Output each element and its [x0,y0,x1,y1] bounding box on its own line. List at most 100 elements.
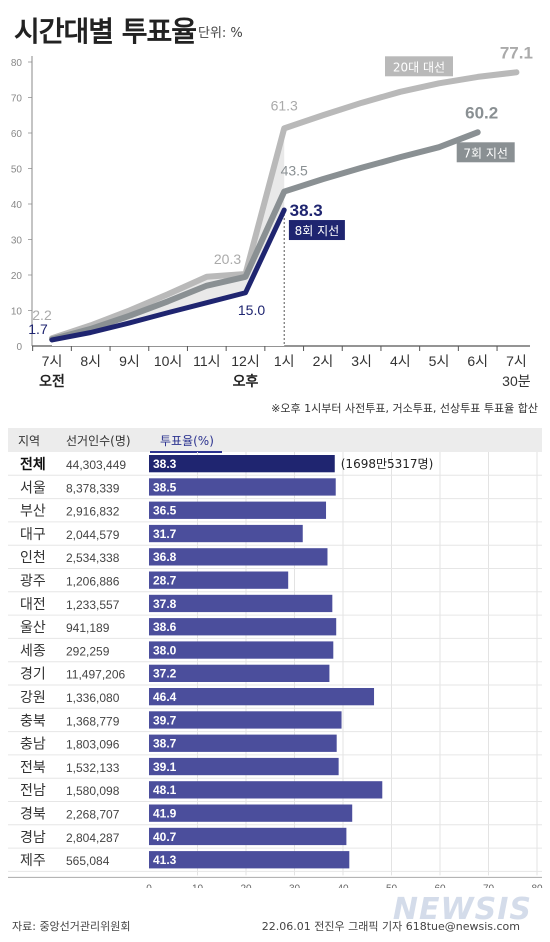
series-line-1 [49,129,481,343]
data-label: 2.2 [32,307,52,323]
voters-value: 1,532,133 [66,761,120,775]
data-label: 43.5 [281,163,308,179]
region-label: 제주 [20,853,46,869]
series-tag [456,142,515,163]
bar-value-label: 46.4 [153,690,177,704]
bar [149,688,375,706]
bar-value-label: 37.8 [153,597,177,611]
voters-value: 1,233,557 [66,598,120,612]
region-label: 울산 [20,620,46,636]
x-tick-label: 10시 [154,353,182,369]
bar [149,664,330,682]
region-label: 경남 [20,830,46,846]
bar-value-label: 38.7 [153,737,177,751]
col-header-region: 지역 [18,434,40,448]
x-tick-label: 1시 [274,353,295,369]
bar-value-label: 37.2 [153,667,177,681]
region-label: 강원 [20,690,46,706]
y-tick-label: 60 [11,129,23,140]
area-between [52,128,285,340]
region-label: 서울 [20,480,46,496]
bar [149,455,335,473]
bar-value-label: 38.3 [153,457,177,471]
y-tick-label: 40 [11,200,23,211]
bar [149,781,383,799]
x-tick-label: 50 [386,883,398,888]
col-header-turnout: 투표율(%) [160,434,214,448]
voters-value: 2,916,832 [66,505,120,519]
y-tick-label: 80 [11,58,23,69]
region-label: 부산 [20,504,46,520]
unit-label: 단위: % [198,26,243,41]
y-tick-label: 50 [11,165,23,176]
voters-value: 2,268,707 [66,808,120,822]
x-tick-label: 30 [289,883,301,888]
voters-value: 941,189 [66,621,110,635]
voters-value: 565,084 [66,854,110,868]
region-label: 인천 [20,550,46,566]
x-period-label: 오후 [233,374,259,390]
voters-value: 2,044,579 [66,528,120,542]
bar-value-label: 40.7 [153,830,177,844]
region-label: 대구 [20,527,46,543]
region-label: 전북 [20,760,46,776]
x-tick-label-sub: 30분 [502,373,531,389]
bar [149,711,342,729]
series-tag [288,220,345,241]
bar-value-label: 39.7 [153,713,177,727]
x-tick-label: 7시 [42,353,63,369]
series-line-2 [49,207,287,343]
bar [149,478,336,496]
bar-value-label: 38.0 [153,643,177,657]
x-period-label: 오전 [39,373,65,390]
region-label: 전남 [20,783,46,799]
bar-value-label: 31.7 [153,527,177,541]
bar-value-label: 41.9 [153,807,177,821]
data-label: 15.0 [238,302,265,318]
voters-value: 44,303,449 [66,458,126,472]
bar [149,618,337,636]
bar [149,804,353,822]
x-tick-label: 10 [192,883,204,888]
series-line-0 [49,69,520,342]
series-tag-label: 8회 지선 [295,224,340,238]
region-label: 경기 [20,667,46,683]
voters-value: 8,378,339 [66,481,120,495]
bar [149,734,337,752]
x-tick-label: 20 [240,883,252,888]
x-tick-label: 80 [531,883,543,888]
bar-value-label: 36.5 [153,504,177,518]
data-label: 38.3 [290,201,323,220]
bar-value-label: 36.8 [153,550,177,564]
bar [149,757,339,776]
bar [149,571,289,589]
table-header-bg [8,428,542,452]
voters-value: 1,803,096 [66,738,120,752]
voters-value: 1,368,779 [66,714,120,728]
series-tag [385,56,453,77]
data-label: 20.3 [214,251,241,267]
area-under-navy [52,210,285,346]
region-label: 대전 [20,597,46,613]
bar-value-label: 48.1 [153,783,177,797]
x-tick-label: 5시 [429,353,450,369]
bar [149,501,327,519]
region-label: 전체 [20,456,46,473]
bar-value-label: 28.7 [153,574,177,588]
voters-value: 2,804,287 [66,831,120,845]
data-label: 1.7 [28,321,48,337]
bar [149,851,350,869]
data-label: 60.2 [465,103,498,122]
x-tick-label: 9시 [119,353,140,369]
x-tick-label: 2시 [313,353,334,369]
x-tick-label: 11시 [193,353,220,369]
voters-value: 1,336,080 [66,691,120,705]
source-text: 자료: 중앙선거관리위원회 [12,920,131,933]
bar-chart: 지역 선거인수(명) 투표율(%) 0 10 20 30 40 50 60 70 80 전체 44,303… [8,428,543,888]
region-label: 경북 [20,807,46,823]
series-tag-label: 20대 대선 [393,60,445,74]
bar-value-label: 38.5 [153,480,177,494]
voters-value: 1,580,098 [66,784,120,798]
